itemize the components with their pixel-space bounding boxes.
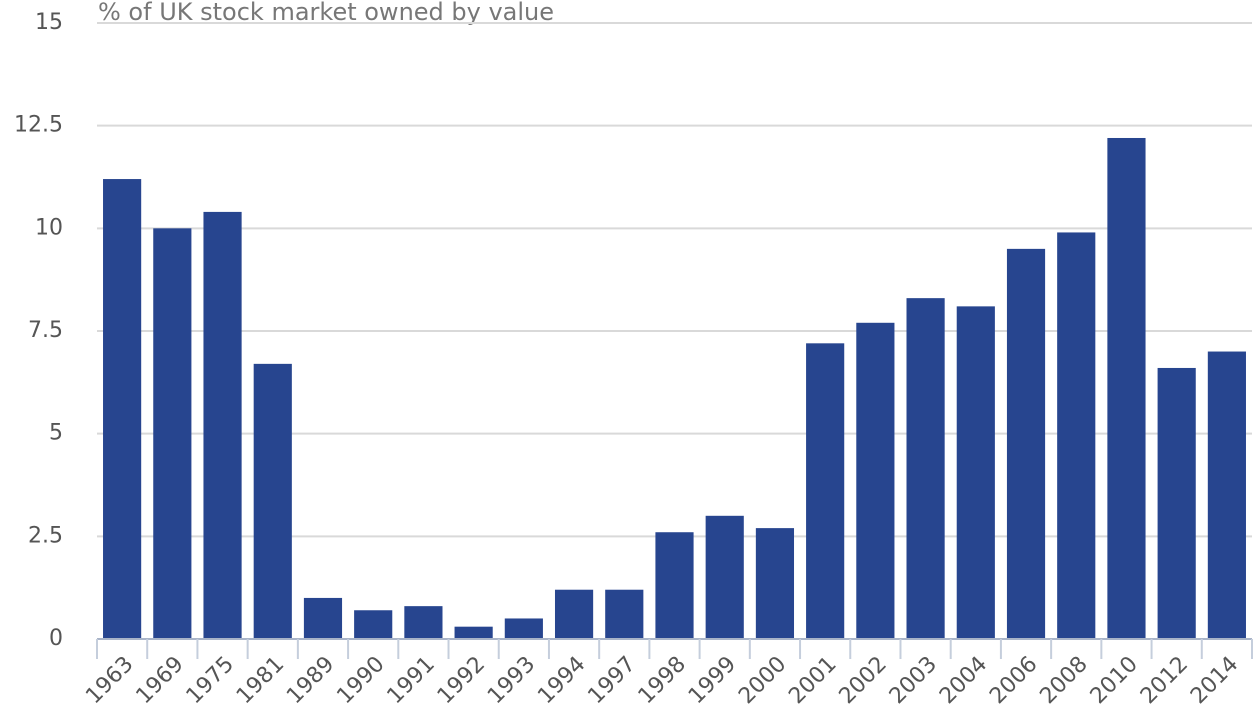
x-tick-label: 2006 [985,652,1042,709]
bar [404,606,443,639]
y-tick-label: 7.5 [28,318,63,343]
bar [1006,248,1046,639]
x-tick-label: 2000 [734,652,791,709]
y-tick-label: 5 [49,421,63,446]
x-tick-label: 1993 [483,652,540,709]
x-tick-label: 1963 [81,652,138,709]
y-tick-label: 15 [35,10,63,35]
x-tick-label: 1999 [684,652,741,709]
x-tick-label: 1997 [583,652,640,709]
x-tick-label: 1991 [383,652,440,709]
bar [655,532,694,639]
bar [354,610,393,639]
x-tick-label: 2002 [835,652,892,709]
bar [303,597,343,639]
y-tick-label: 2.5 [28,523,63,548]
x-tick-label: 2010 [1086,652,1143,709]
bar [1057,232,1096,639]
bar [203,211,242,639]
y-tick-label: 12.5 [14,113,63,138]
bar [1157,367,1196,639]
x-tick-label: 1990 [332,652,389,709]
x-tick-label: 2014 [1186,652,1243,709]
chart-subtitle: % of UK stock market owned by value [98,0,554,26]
y-tick-label: 10 [35,215,63,240]
x-tick-label: 2003 [885,652,942,709]
bar [253,363,292,639]
x-tick-label: 1992 [433,652,490,709]
x-tick-label: 2001 [784,652,841,709]
bar [1207,351,1246,639]
bar [906,298,945,639]
x-tick-label: 1994 [533,652,590,709]
bar [755,528,795,639]
x-tick-label: 1981 [232,652,289,709]
x-tick-label: 1969 [132,652,189,709]
x-tick-label: 1998 [634,652,691,709]
bar [504,618,543,639]
x-tick-label: 2004 [935,652,992,709]
bar [103,179,142,639]
x-tick-label: 2008 [1035,652,1092,709]
bar [856,322,895,639]
bar [705,515,744,639]
bar [153,228,192,640]
bar [1107,137,1146,639]
x-tick-label: 2012 [1136,652,1193,709]
bar [454,626,493,639]
y-tick-label: 0 [49,626,63,651]
bar [605,589,644,639]
bar [956,306,995,639]
bar [554,589,594,639]
bar [806,343,845,639]
x-tick-label: 1975 [182,652,239,709]
x-tick-label: 1989 [282,652,339,709]
